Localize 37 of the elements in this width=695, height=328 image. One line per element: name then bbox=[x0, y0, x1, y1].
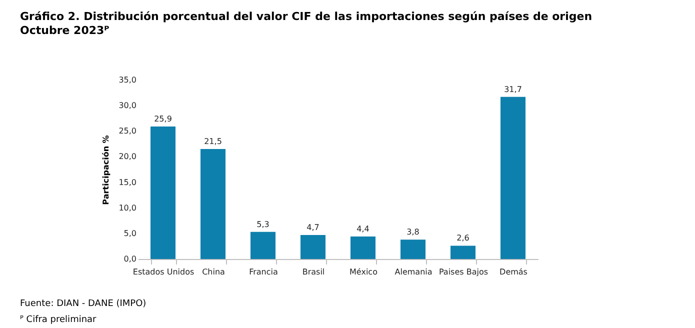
data-label: 2,6 bbox=[456, 234, 470, 243]
y-tick-label: 10,0 bbox=[118, 203, 136, 212]
y-tick-label: 35,0 bbox=[118, 76, 136, 84]
data-label: 3,8 bbox=[406, 228, 420, 237]
y-tick-label: 25,0 bbox=[118, 126, 136, 136]
chart-subtitle: Octubre 2023ᴾ bbox=[20, 24, 110, 37]
x-tick-label: Francia bbox=[249, 268, 278, 276]
y-tick-label: 0,0 bbox=[124, 254, 136, 264]
chart-title: Gráfico 2. Distribución porcentual del valor CIF de las importaciones según países de origen bbox=[20, 10, 592, 23]
data-label: 25,9 bbox=[154, 114, 172, 124]
x-tick-label: Estados Unidos bbox=[132, 268, 194, 276]
x-tick-label: México bbox=[350, 268, 378, 276]
y-axis-title: Participación % bbox=[102, 135, 111, 205]
y-tick-label: 15,0 bbox=[118, 178, 136, 187]
bar bbox=[150, 126, 176, 259]
x-tick-label: China bbox=[202, 268, 226, 276]
bar bbox=[200, 149, 226, 259]
source-note: Fuente: DIAN - DANE (IMPO) bbox=[20, 299, 146, 309]
x-tick-label: Brasil bbox=[302, 268, 325, 276]
bar bbox=[400, 240, 426, 259]
data-label: 5,3 bbox=[256, 220, 270, 229]
x-tick-label: Demás bbox=[500, 268, 528, 276]
data-label: 31,7 bbox=[504, 84, 522, 94]
bar bbox=[450, 246, 476, 259]
bar bbox=[500, 96, 526, 259]
bar bbox=[250, 232, 276, 259]
bar bbox=[350, 236, 376, 259]
bar bbox=[300, 234, 326, 259]
data-label: 4,7 bbox=[306, 222, 320, 232]
y-tick-label: 30,0 bbox=[118, 101, 136, 110]
x-tick-label: Paises Bajos bbox=[438, 268, 488, 276]
y-tick-label: 5,0 bbox=[124, 228, 136, 238]
text: ᴾ Cifra preliminar bbox=[20, 315, 97, 325]
y-tick-label: 20,0 bbox=[118, 152, 136, 162]
x-tick-label: Alemania bbox=[394, 268, 432, 276]
data-label: 4,4 bbox=[356, 224, 370, 234]
data-label: 21,5 bbox=[204, 137, 222, 146]
